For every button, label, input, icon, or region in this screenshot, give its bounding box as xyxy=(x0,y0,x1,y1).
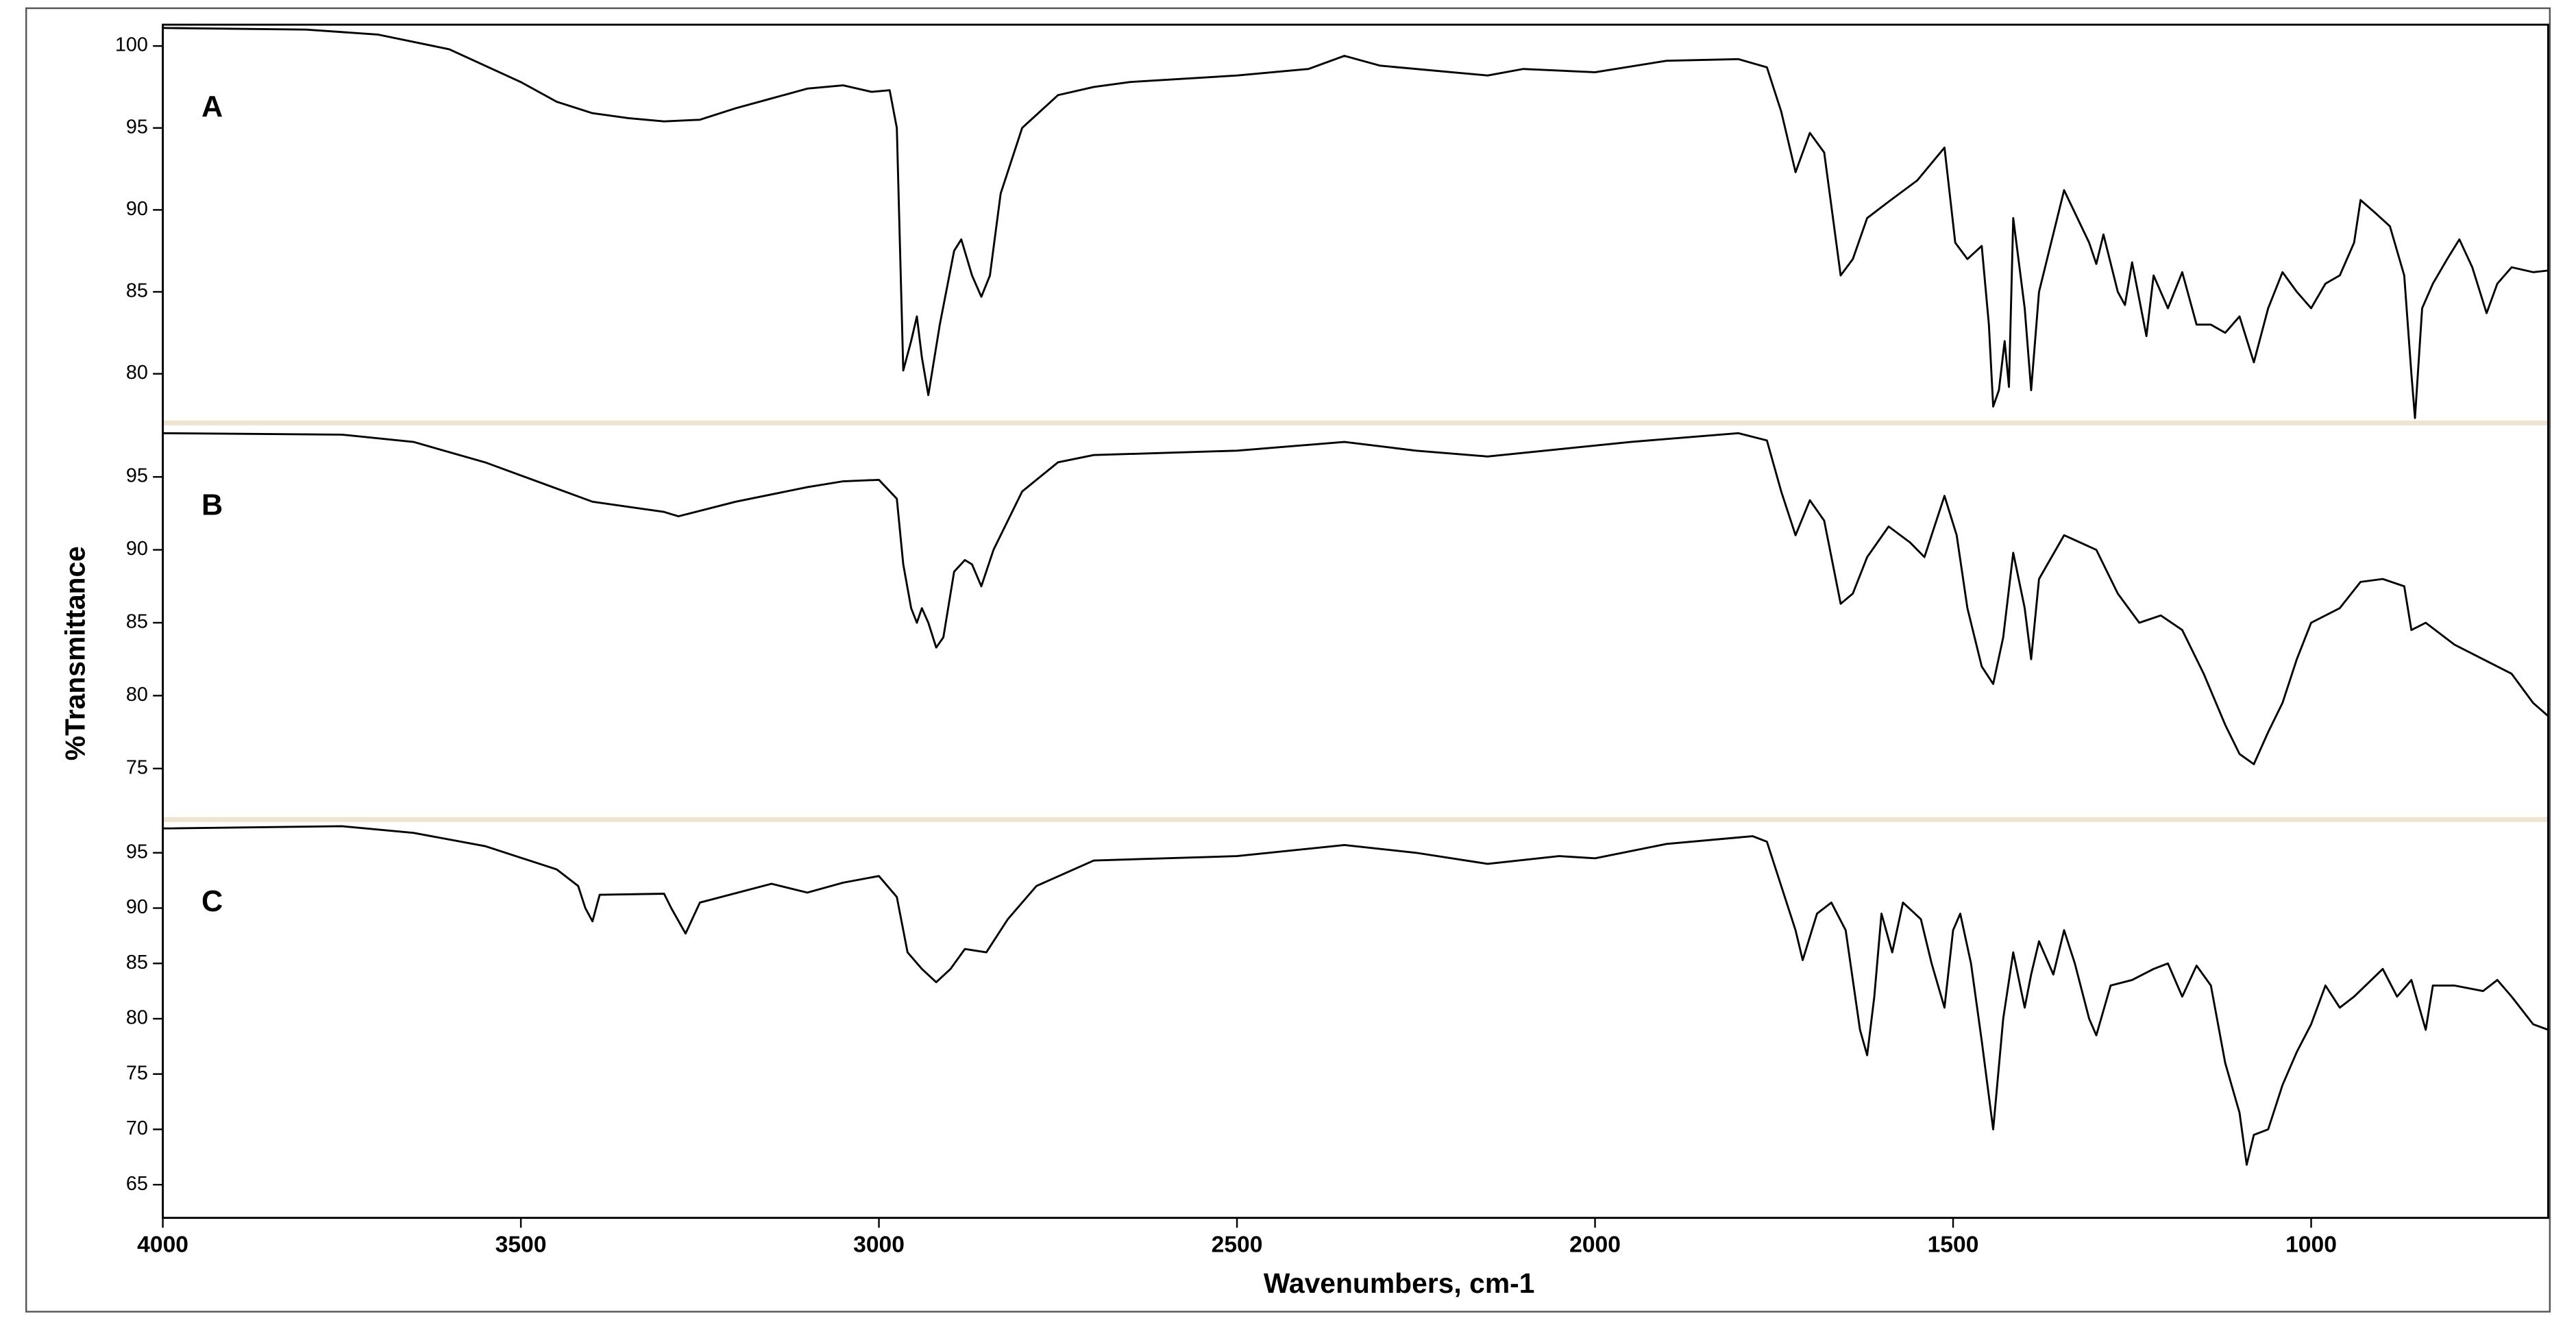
y-tick-label: 80 xyxy=(126,362,148,384)
y-tick-label: 95 xyxy=(126,465,148,487)
x-tick-label: 2500 xyxy=(1212,1232,1263,1257)
y-tick-label: 90 xyxy=(126,538,148,560)
spectrum-line xyxy=(162,432,2549,765)
y-tick-label: 95 xyxy=(126,841,148,863)
y-tick-label: 70 xyxy=(126,1117,148,1139)
y-tick-label: 75 xyxy=(126,1062,148,1084)
x-tick-label: 3000 xyxy=(853,1232,905,1257)
y-tick-label: 95 xyxy=(126,116,148,138)
panel-label: C xyxy=(201,885,223,918)
y-axis-label: %Transmittance xyxy=(59,546,90,760)
x-tick-label: 1500 xyxy=(1928,1232,1979,1257)
y-tick-label: 85 xyxy=(126,280,148,302)
panel-label: A xyxy=(201,90,223,123)
x-tick-label: 2000 xyxy=(1569,1232,1621,1257)
y-tick-label: 90 xyxy=(126,896,148,918)
x-axis-label: Wavenumbers, cm-1 xyxy=(1264,1267,1535,1299)
outer-frame xyxy=(25,7,2551,1313)
y-tick-label: 75 xyxy=(126,756,148,778)
y-tick-label: 90 xyxy=(126,198,148,220)
y-tick-label: 85 xyxy=(126,952,148,974)
y-tick-label: 65 xyxy=(126,1173,148,1195)
y-tick-label: 100 xyxy=(115,34,148,56)
y-tick-label: 80 xyxy=(126,684,148,706)
plot-frame xyxy=(162,23,2549,1219)
x-tick-label: 3500 xyxy=(495,1232,547,1257)
y-tick-label: 85 xyxy=(126,611,148,633)
x-tick-label: 1000 xyxy=(2285,1232,2337,1257)
spectrum-line xyxy=(162,825,2549,1166)
y-tick-label: 80 xyxy=(126,1007,148,1029)
x-tick-label: 4000 xyxy=(137,1232,188,1257)
spectrum-line xyxy=(162,27,2549,419)
panel-label: B xyxy=(201,488,223,521)
